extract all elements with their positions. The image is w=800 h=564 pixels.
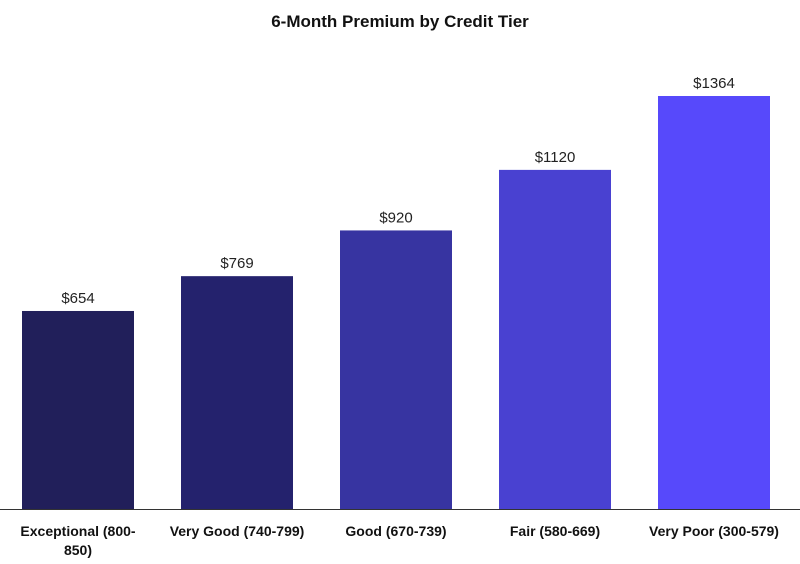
bar-2	[181, 276, 293, 509]
value-label-2: $769	[220, 255, 253, 272]
value-label-5: $1364	[693, 75, 735, 92]
category-label-3: Good (670-739)	[345, 523, 446, 539]
bar-5	[658, 96, 770, 509]
category-labels-group: Exceptional (800-850) Very Good (740-799)…	[20, 523, 779, 558]
value-label-4: $1120	[535, 149, 576, 166]
category-label-2: Very Good (740-799)	[170, 523, 305, 539]
bars-group	[22, 96, 770, 509]
chart-title: 6-Month Premium by Credit Tier	[271, 12, 529, 31]
bar-1	[22, 310, 134, 509]
category-label-5: Very Poor (300-579)	[649, 523, 779, 539]
bar-4	[499, 169, 611, 509]
bar-3	[340, 230, 452, 509]
category-label-1: Exceptional (800-850)	[20, 523, 135, 558]
value-label-1: $654	[61, 290, 94, 307]
value-label-3: $920	[379, 209, 412, 226]
value-labels-group: $654 $769 $920 $1120 $1364	[61, 75, 735, 307]
category-label-4: Fair (580-669)	[510, 523, 600, 539]
